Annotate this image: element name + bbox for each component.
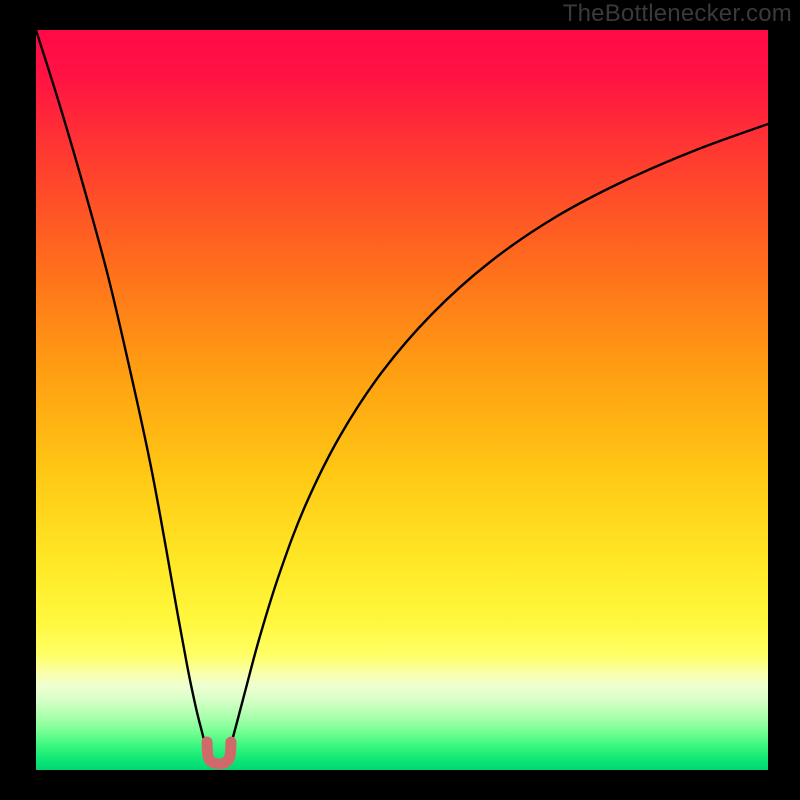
curve-left — [36, 30, 206, 748]
watermark-text: TheBottlenecker.com — [563, 0, 792, 28]
curves-layer — [0, 0, 800, 800]
curve-right — [230, 124, 768, 748]
chart-frame: TheBottlenecker.com — [0, 0, 800, 800]
plot-area — [36, 30, 768, 770]
cusp-marker — [207, 742, 231, 764]
